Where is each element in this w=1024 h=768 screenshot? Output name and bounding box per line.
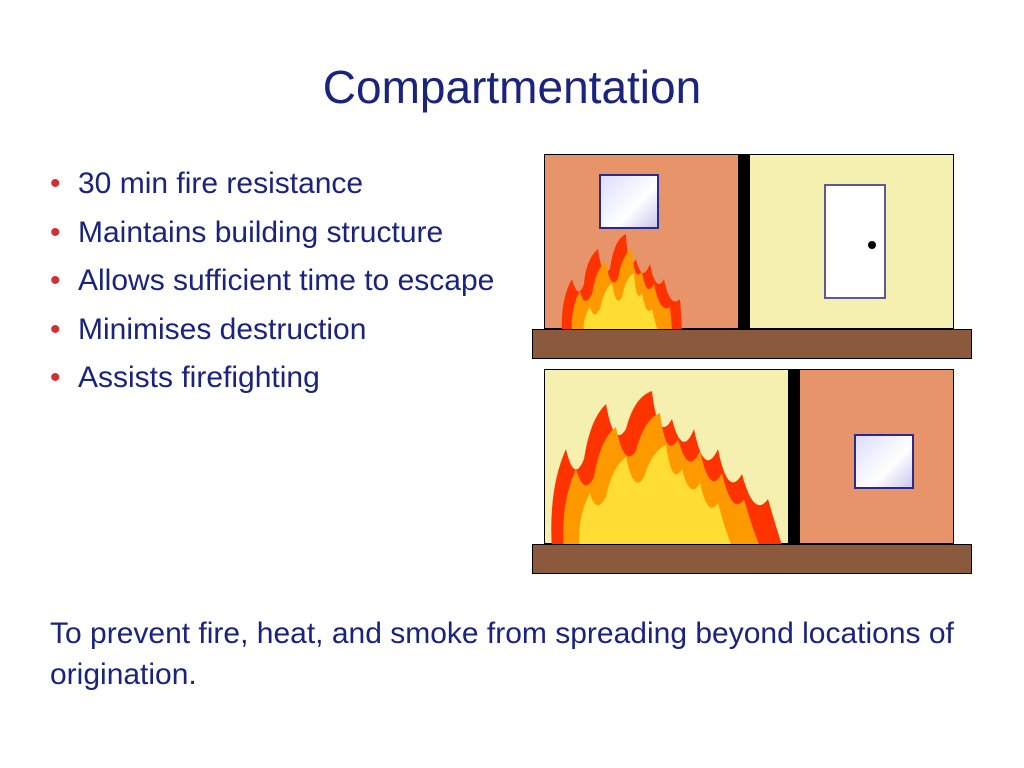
flame-icon xyxy=(544,389,794,554)
bullet-item: Allows sufficient time to escape xyxy=(50,261,524,302)
upper-window xyxy=(599,174,659,229)
upper-floor-slab xyxy=(532,329,972,359)
bullet-item: Assists firefighting xyxy=(50,358,524,399)
bullet-list: 30 min fire resistance Maintains buildin… xyxy=(50,154,544,584)
footer-text: To prevent fire, heat, and smoke from sp… xyxy=(0,584,1024,695)
content-row: 30 min fire resistance Maintains buildin… xyxy=(0,134,1024,584)
lower-window xyxy=(854,434,914,489)
bullet-item: Maintains building structure xyxy=(50,213,524,254)
flame-icon xyxy=(552,229,692,339)
lower-floor-slab xyxy=(532,544,972,574)
upper-door xyxy=(824,184,886,299)
upper-divider xyxy=(739,154,749,329)
bullet-item: 30 min fire resistance xyxy=(50,164,524,205)
compartmentation-diagram xyxy=(544,154,974,584)
slide-title: Compartmentation xyxy=(0,0,1024,134)
door-handle xyxy=(868,241,876,249)
bullet-item: Minimises destruction xyxy=(50,310,524,351)
